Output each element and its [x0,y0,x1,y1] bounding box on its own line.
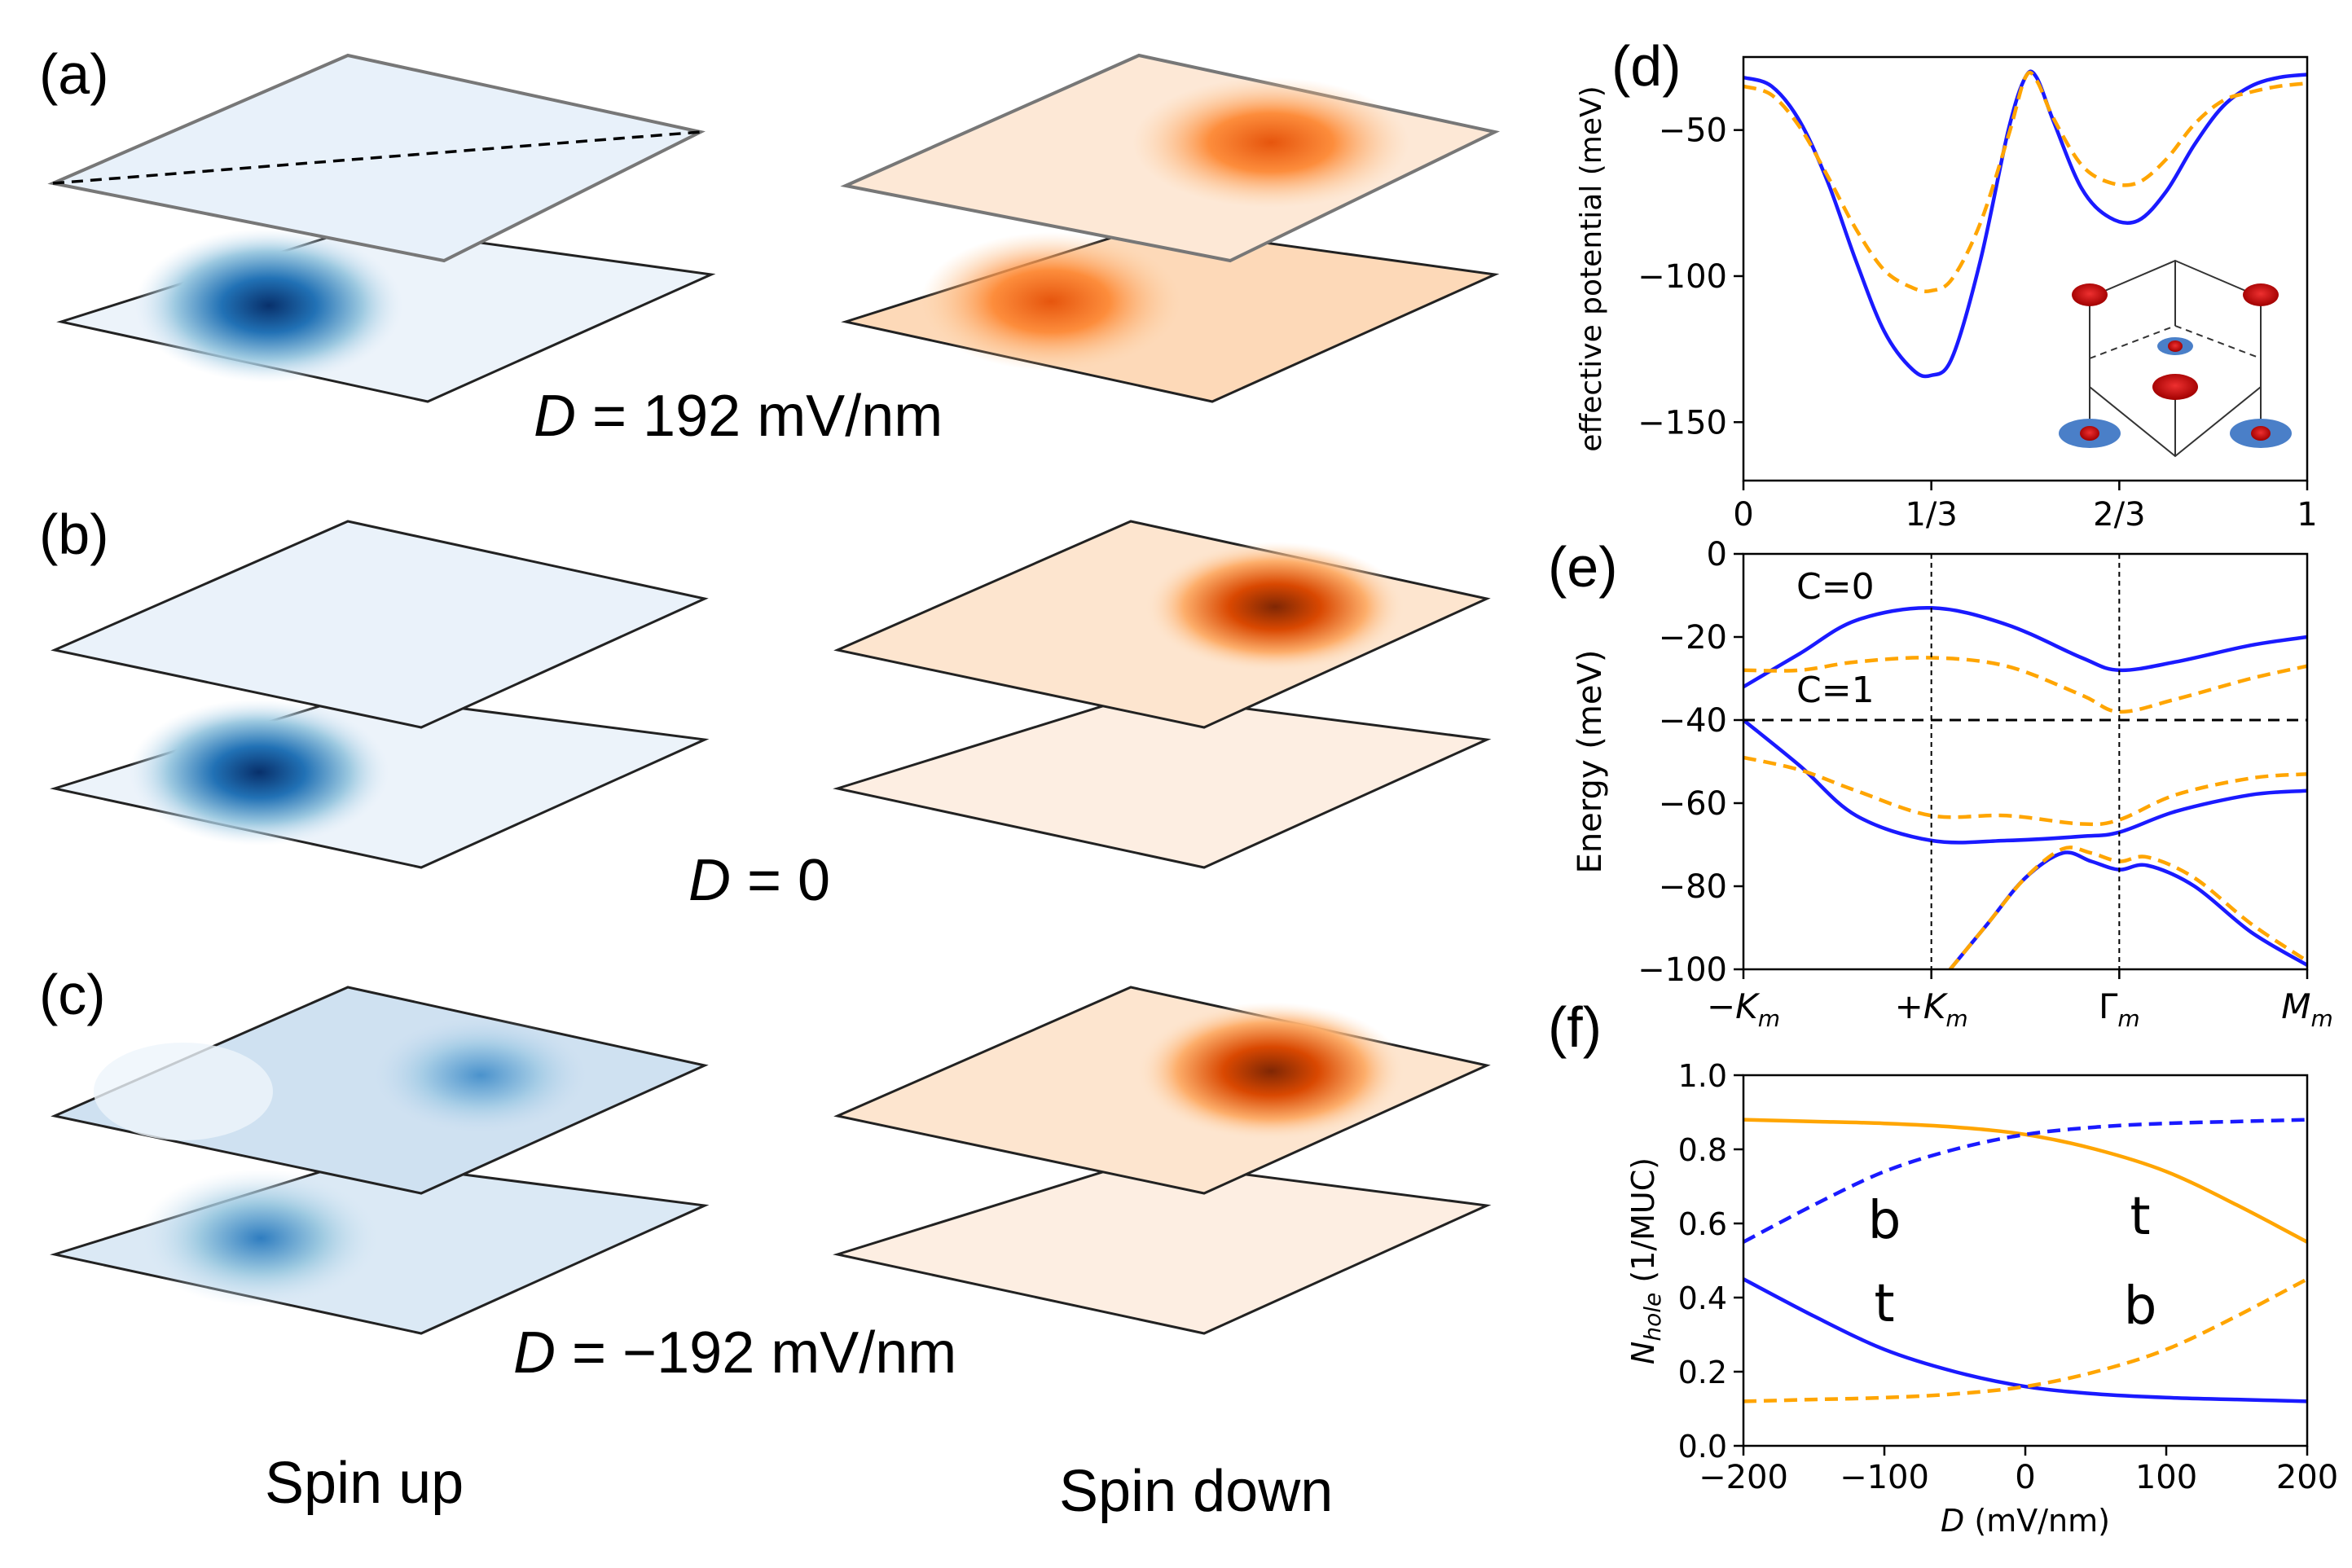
panel-label-e: (e) [1548,535,1618,599]
series-line-blue-dashed [1743,1118,2307,1244]
caption-c: D = −192 mV/nm [513,1320,956,1386]
layer-density-plots: (a) (b) (c) D = 192 mV/nm D = 0 D = −192… [39,42,1501,1524]
axes-frame [1742,1074,2309,1447]
spin-down-density-bottom-a [921,232,1181,371]
y-tick-label: 0.4 [1678,1280,1727,1316]
panel-label-d: (d) [1611,34,1682,98]
y-tick-label: −100 [1638,258,1727,296]
row-a [47,53,1501,403]
series-line-blue-band-3 [1948,850,2307,969]
y-axis-label: Energy (meV) [1572,650,1609,874]
spin-down-label: Spin down [1059,1459,1333,1524]
y-tick-label: −100 [1638,951,1727,989]
band-annotation-c0: C=0 [1796,566,1875,608]
spin-up-density-low-c [94,1043,273,1140]
x-tick-label: +Km [1895,986,1968,1032]
x-tick-label: Mm [2281,986,2333,1032]
panel-label-f: (f) [1548,995,1602,1059]
spin-down-bottom-layer-c [833,1159,1492,1335]
axes-frame [1742,55,2309,482]
spin-up-density-top-c [375,1018,587,1132]
x-tick-label: −200 [1699,1459,1788,1496]
x-tick-label: 100 [2135,1459,2197,1496]
layer-annotation: b [2124,1276,2157,1337]
x-tick-label: −100 [1840,1459,1929,1496]
chart-e: 0 −20 −40 −60 −80 −100−Km +Km Γm Mm C=0 C=1 Energy … [1572,536,2333,1032]
y-tick-label: −150 [1638,404,1727,441]
y-tick-label: −50 [1659,112,1727,150]
series-line-orange-band-3 [1948,845,2307,969]
caption-b: D = 0 [688,848,830,913]
x-tick-label: 2/3 [2093,496,2145,534]
spin-down-density-top-b [1145,542,1405,672]
axes-frame [1742,552,2309,971]
inset-atom-red [2072,283,2108,306]
inset-dashed-edge [2089,325,2176,359]
y-tick-label: 0.0 [1678,1429,1727,1465]
x-tick-label: 0 [1733,496,1753,534]
series-line-blue-band-2 [1743,718,2307,845]
inset-atom-red [2152,374,2198,400]
spin-up-density-peak-b [129,699,389,845]
spin-down-bottom-layer-b [833,693,1492,869]
y-tick-label: 0.6 [1678,1206,1727,1242]
x-tick-label: 1/3 [1905,496,1957,534]
series-line-orange-band-2 [1743,755,2307,827]
inset-atom-red [2080,426,2099,441]
inset-atom-red [2243,283,2279,306]
series-line-blue-band-1 [1743,606,2307,689]
cut-line [52,130,701,185]
spin-up-density-peak-c [138,1169,383,1307]
inset-atom-red [2251,426,2271,441]
x-axis-label: D (mV/nm) [1941,1503,2110,1539]
row-b [50,520,1492,869]
band-annotation-c1: C=1 [1796,670,1875,711]
y-tick-label: −20 [1659,619,1727,657]
series-line-orange-dashed [1743,1277,2307,1403]
y-tick-label: 0 [1707,536,1727,573]
y-axis-label: effective potential (meV) [1575,86,1608,451]
panel-label-a: (a) [39,42,109,106]
y-tick-label: −40 [1659,702,1727,740]
layer-annotation: t [2130,1187,2150,1247]
x-tick-label: 200 [2276,1459,2338,1496]
lattice-inset [2059,259,2292,458]
x-tick-label: Γm [2099,986,2140,1032]
x-tick-label: 1 [2297,496,2317,534]
series-line-orange-solid [1743,1118,2307,1244]
spin-down-density-top-c [1136,1002,1405,1140]
y-axis-label: Nhole (1/MUC) [1625,1157,1666,1364]
layer-annotation: b [1868,1191,1901,1251]
spin-up-label: Spin up [265,1451,464,1516]
series-line-blue-solid [1743,1277,2307,1403]
inset-dashed-edge [2174,325,2262,359]
caption-a: D = 192 mV/nm [534,384,943,449]
spin-up-density-peak-a [134,228,403,383]
series-line-solid [1743,69,2307,379]
x-tick-label: 0 [2015,1459,2035,1496]
y-tick-label: 1.0 [1678,1058,1727,1094]
chart-d: 0 1/3 2/3 1 −50 −100 −150 effective potential (… [1575,55,2318,534]
series-line-orange-band-1 [1743,656,2307,714]
panel-label-b: (b) [39,503,109,566]
y-tick-label: 0.2 [1678,1355,1727,1390]
inset-atom-red [2168,340,2183,352]
spin-up-top-layer-b [51,520,709,729]
plot-area [1743,1118,2307,1403]
y-tick-label: −80 [1659,868,1727,906]
layer-annotation: t [1874,1274,1894,1334]
plot-area [1743,606,2307,969]
y-tick-label: −60 [1659,785,1727,823]
x-tick-label: −Km [1707,986,1780,1032]
row-c [50,986,1492,1335]
series-line-dashed [1743,70,2307,293]
plot-area [1743,69,2307,379]
panel-label-c: (c) [39,963,106,1026]
y-tick-label: 0.8 [1678,1132,1727,1168]
spin-down-density-top-a [1132,77,1409,208]
